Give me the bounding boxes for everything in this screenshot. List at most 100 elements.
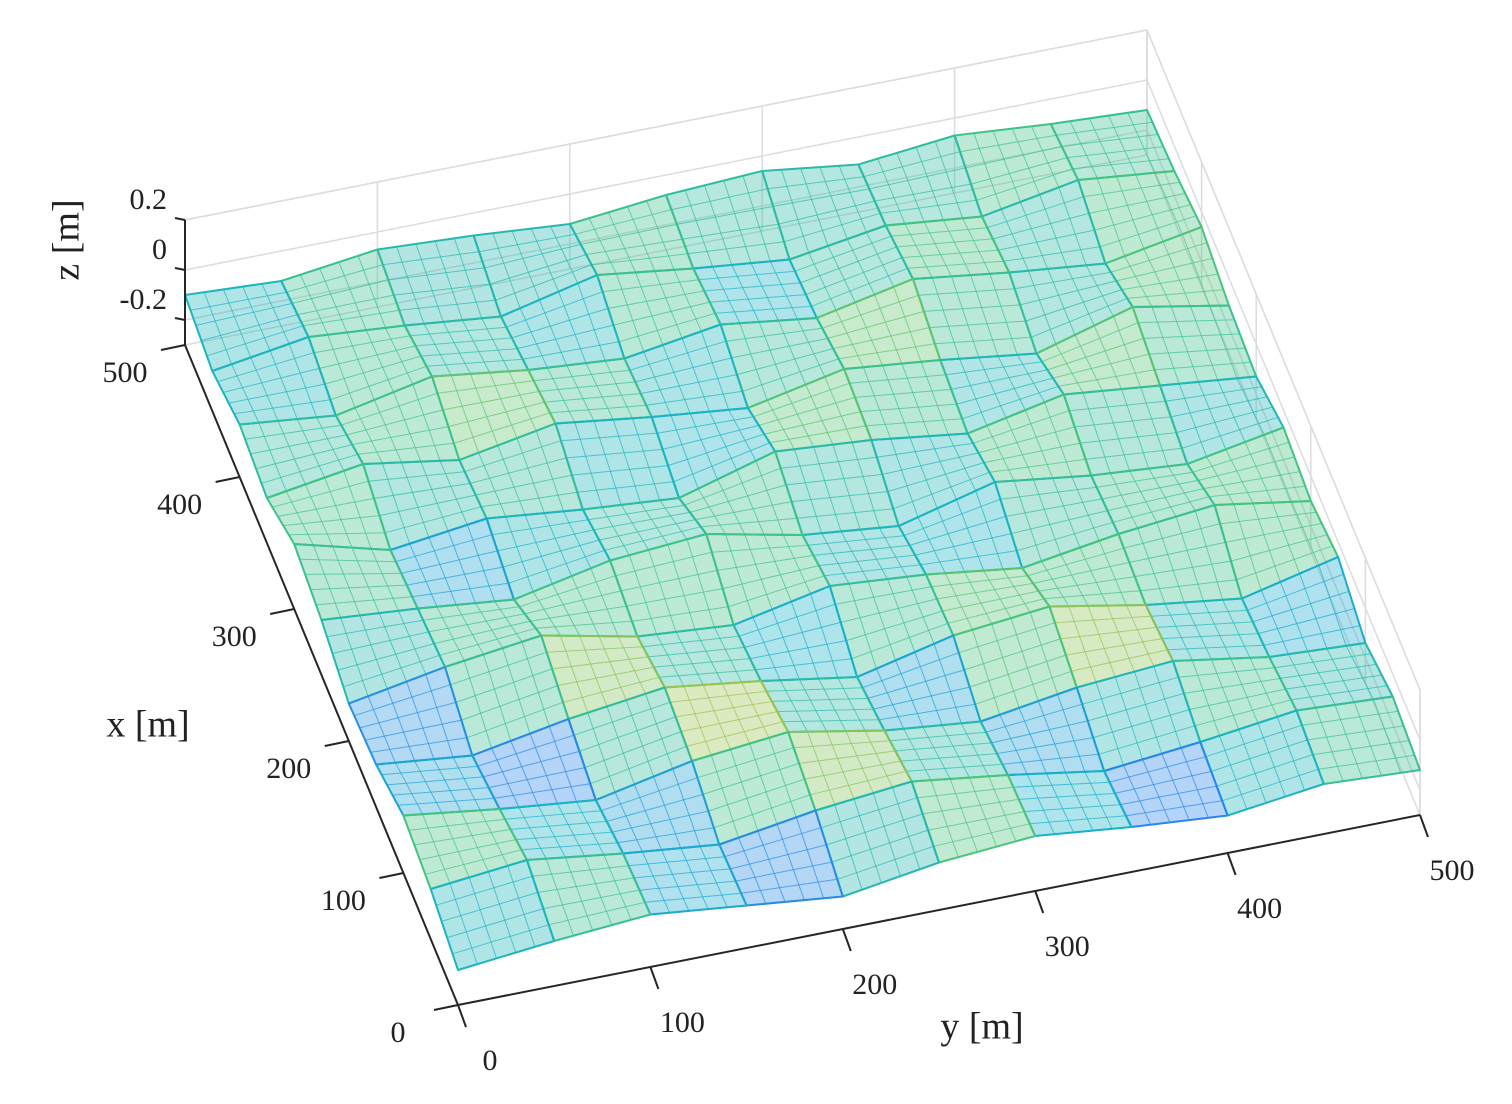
mesh-hatch — [670, 690, 767, 703]
mesh-hatch — [1029, 815, 1126, 825]
mesh-hatch — [826, 813, 923, 846]
z-axis-label: z [m] — [46, 199, 88, 280]
mesh-hatch — [304, 484, 334, 547]
mesh-hatch — [1082, 392, 1111, 474]
mesh-hatch — [806, 731, 836, 805]
mesh-hatch — [991, 720, 1088, 744]
mesh-hatch — [793, 740, 890, 749]
mesh-hatch — [659, 500, 688, 540]
mesh-hatch — [1033, 561, 1130, 584]
mesh-hatch — [1121, 388, 1150, 469]
grid-line — [184, 79, 1148, 271]
mesh-hatch — [436, 606, 465, 661]
mesh-hatch — [656, 633, 685, 687]
mesh-hatch — [987, 196, 1084, 229]
mesh-hatch — [959, 134, 1057, 153]
mesh-hatch — [359, 701, 457, 729]
mesh-hatch — [1140, 387, 1169, 467]
mesh-hatch — [783, 212, 881, 243]
x-tick-label: 300 — [212, 620, 257, 653]
mesh-hatch — [288, 532, 385, 536]
mesh-hatch — [1044, 402, 1073, 477]
mesh-hatch — [833, 327, 930, 350]
mesh-hatch — [537, 805, 566, 858]
mesh-hatch — [1043, 590, 1141, 600]
mesh-hatch — [958, 622, 1056, 654]
mesh-hatch — [338, 261, 367, 331]
mesh-hatch — [398, 610, 427, 675]
mesh-hatch — [1164, 603, 1193, 661]
mesh-hatch — [769, 425, 867, 444]
mesh-hatch — [1005, 498, 1103, 517]
mesh-hatch — [915, 146, 944, 221]
mesh-hatch — [631, 606, 729, 622]
mesh-hatch — [1151, 609, 1248, 617]
mesh-hatch — [791, 491, 888, 503]
mesh-hatch — [231, 363, 260, 423]
mesh-hatch — [741, 682, 770, 739]
mesh-hatch — [639, 880, 736, 891]
mesh-hatch — [1071, 649, 1168, 672]
mesh-hatch — [1318, 565, 1347, 646]
mesh-hatch — [800, 168, 829, 247]
mesh-hatch — [934, 141, 964, 219]
mesh-hatch — [312, 545, 342, 618]
mesh-hatch — [659, 669, 756, 678]
mesh-hatch — [895, 742, 992, 752]
mesh-hatch — [1198, 381, 1227, 450]
mesh-hatch — [483, 654, 512, 742]
mesh-hatch — [497, 529, 594, 552]
mesh-hatch — [548, 726, 578, 802]
mesh-hatch — [602, 279, 699, 293]
mesh-hatch — [827, 245, 856, 303]
mesh-hatch — [406, 681, 435, 760]
mesh-hatch — [521, 842, 618, 851]
mesh-hatch — [354, 407, 383, 464]
mesh-hatch — [1116, 257, 1213, 282]
mesh-hatch — [721, 683, 751, 744]
mesh-hatch — [394, 762, 424, 815]
mesh-hatch — [959, 358, 988, 426]
mesh-hatch — [680, 847, 709, 910]
mesh-hatch — [217, 352, 315, 383]
mesh-hatch — [373, 482, 471, 499]
mesh-hatch — [410, 326, 507, 337]
mesh-hatch — [530, 228, 560, 292]
mesh-hatch — [976, 168, 1073, 201]
mesh-hatch — [551, 583, 581, 637]
x-axis-label: x [m] — [106, 704, 189, 746]
mesh-hatch — [1037, 700, 1067, 773]
mesh-hatch — [996, 737, 1094, 755]
mesh-hatch — [550, 404, 647, 414]
mesh-hatch — [543, 889, 640, 910]
mesh-hatch — [949, 778, 978, 853]
mesh-hatch — [1167, 644, 1264, 651]
mesh-hatch — [423, 323, 452, 376]
mesh-hatch — [853, 798, 882, 884]
mesh-hatch — [730, 844, 827, 870]
mesh-hatch — [315, 596, 413, 606]
mesh-hatch — [1052, 353, 1150, 379]
mesh-hatch — [1109, 756, 1206, 783]
mesh-hatch — [840, 598, 938, 623]
y-tick-label: 400 — [1237, 892, 1282, 925]
mesh-hatch — [1093, 325, 1122, 390]
mesh-hatch — [646, 200, 675, 270]
mesh-hatch — [1189, 305, 1219, 381]
mesh-hatch — [1098, 540, 1127, 606]
mesh-hatch — [203, 292, 233, 365]
mesh-hatch — [929, 320, 1026, 329]
mesh-hatch — [601, 777, 698, 812]
mesh-hatch — [876, 442, 974, 458]
mesh-hatch — [393, 283, 491, 296]
x-tick-label: 0 — [391, 1016, 406, 1049]
mesh-hatch — [409, 543, 438, 607]
mesh-hatch — [1071, 476, 1100, 541]
mesh-hatch — [662, 344, 691, 414]
z-tick-label: 0 — [152, 233, 167, 266]
mesh-hatch — [1114, 770, 1212, 794]
mesh-hatch — [771, 609, 800, 680]
mesh-hatch — [1096, 178, 1126, 257]
mesh-hatch — [297, 294, 394, 316]
mesh-hatch — [1165, 386, 1262, 402]
